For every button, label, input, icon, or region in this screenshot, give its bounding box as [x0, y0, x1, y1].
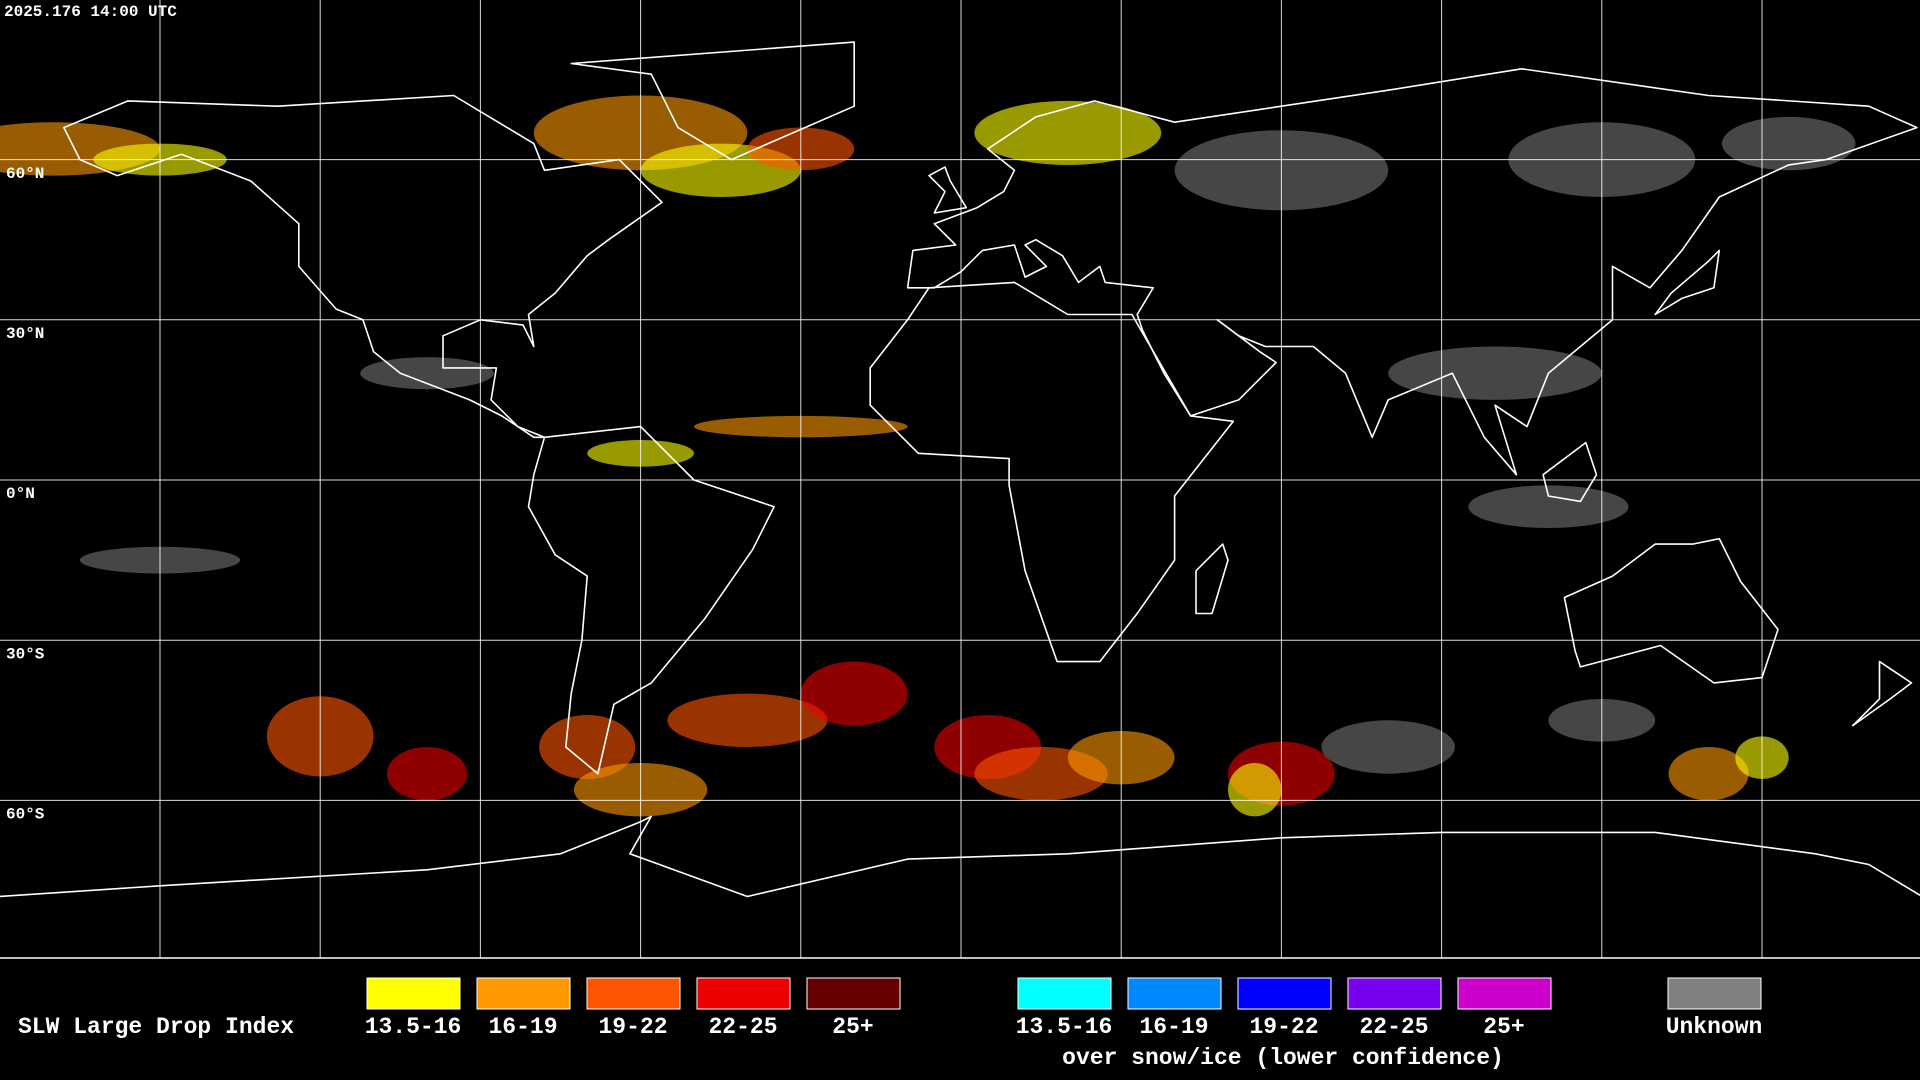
legend-label: 25+: [1483, 1014, 1524, 1040]
legend-swatch: [1017, 977, 1112, 1010]
legend-swatch: [1667, 977, 1762, 1010]
lat-label: 60°N: [6, 165, 44, 183]
legend-label: 22-25: [708, 1014, 777, 1040]
legend-swatch: [1457, 977, 1552, 1010]
legend-label: 13.5-16: [1016, 1014, 1113, 1040]
coastline: [906, 68, 1918, 476]
coastline: [527, 425, 775, 775]
timestamp: 2025.176 14:00 UTC: [4, 3, 177, 21]
cloud-patch: [539, 714, 636, 780]
coastline: [0, 815, 1920, 898]
legend-label: 19-22: [598, 1014, 667, 1040]
coastline: [1852, 660, 1913, 727]
lat-labels: 60°N 30°N 0°N 30°S 60°S: [6, 165, 45, 824]
coastline: [1542, 441, 1598, 503]
cloud-patch: [360, 357, 494, 390]
legend-note: over snow/ice (lower confidence): [1062, 1045, 1504, 1071]
legend-title: SLW Large Drop Index: [18, 1014, 294, 1040]
cloud-patch: [1321, 720, 1455, 774]
legend-label: 13.5-16: [365, 1014, 462, 1040]
legend-label: 16-19: [488, 1014, 557, 1040]
legend-label: 19-22: [1249, 1014, 1318, 1040]
legend-swatch: [1127, 977, 1222, 1010]
cloud-patch: [667, 693, 828, 747]
coastlines: [0, 41, 1920, 898]
lat-label: 30°S: [6, 645, 45, 663]
coastline: [1654, 249, 1721, 316]
cloud-patch: [386, 747, 468, 801]
legend-swatch: [476, 977, 571, 1010]
legend-swatch: [586, 977, 681, 1010]
legend-swatch: [696, 977, 791, 1010]
legend: SLW Large Drop Index over snow/ice (lowe…: [18, 977, 1763, 1071]
graticule: [0, 0, 1920, 958]
cloud-patch: [1721, 116, 1856, 171]
legend-label: Unknown: [1666, 1014, 1763, 1040]
cloud-patch: [1228, 763, 1282, 817]
coastline: [928, 166, 968, 214]
lat-label: 60°S: [6, 806, 45, 824]
cloud-patch: [800, 661, 908, 726]
coastline: [63, 94, 663, 439]
cloud-patch: [974, 100, 1162, 165]
legend-label: 25+: [832, 1014, 873, 1040]
lat-label: 30°N: [6, 325, 44, 343]
cloud-patch: [1668, 747, 1749, 801]
coastline: [1195, 543, 1229, 615]
lat-label: 0°N: [6, 485, 35, 503]
legend-swatch: [806, 977, 901, 1010]
coastline: [1563, 537, 1779, 684]
legend-label: 22-25: [1359, 1014, 1428, 1040]
cloud-patch: [1468, 485, 1629, 529]
coastline: [869, 281, 1235, 663]
legend-label: 16-19: [1139, 1014, 1208, 1040]
legend-swatch: [1237, 977, 1332, 1010]
legend-swatch: [1347, 977, 1442, 1010]
legend-swatch: [366, 977, 461, 1010]
